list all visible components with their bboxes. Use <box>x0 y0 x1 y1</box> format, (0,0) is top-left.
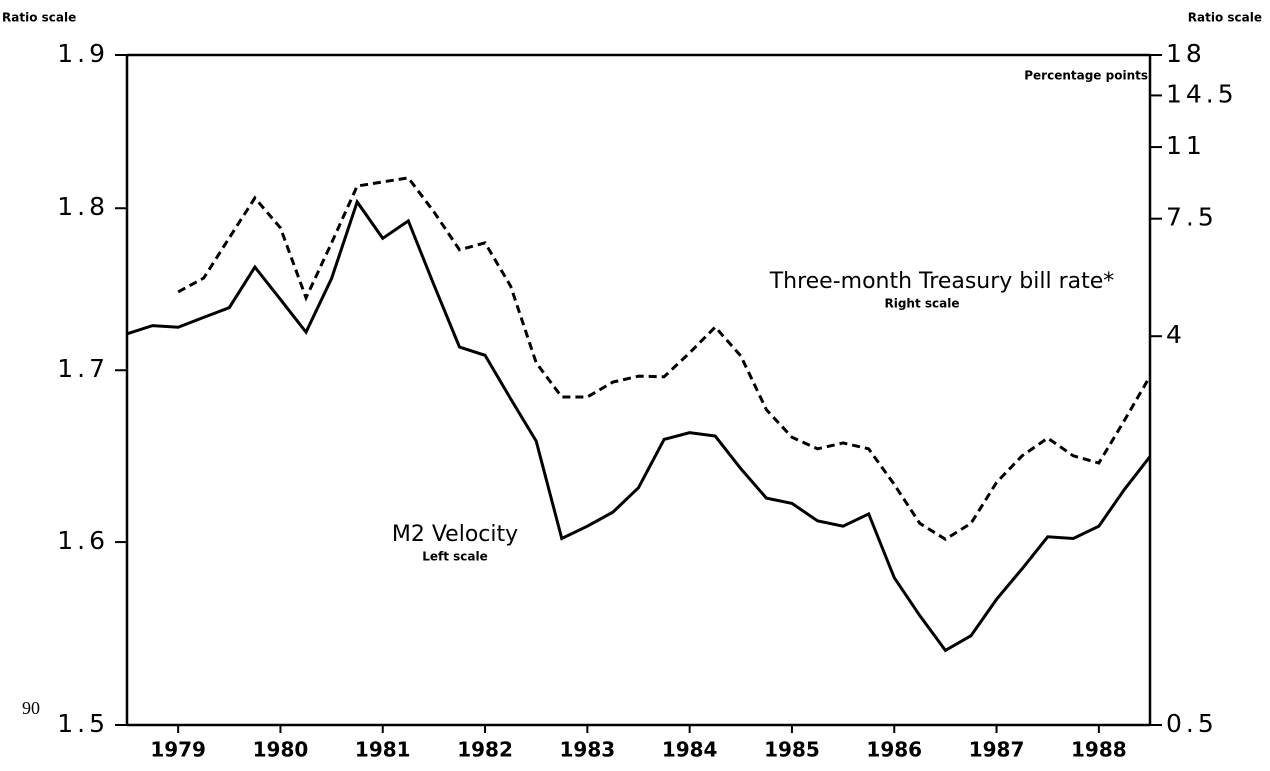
y-tick-label: 1.8 <box>57 192 109 221</box>
y2-tick-label: 18 <box>1166 39 1206 68</box>
annotation: 90 <box>22 698 40 718</box>
y-axis-label: Ratio scale <box>2 11 76 25</box>
series-line <box>177 176 1152 542</box>
x-tick-label: 1979 <box>150 738 206 762</box>
y2-tick-label: 11 <box>1166 131 1206 160</box>
x-tick-label: 1983 <box>560 738 616 762</box>
x-tick-label: 1987 <box>969 738 1025 762</box>
y-tick-label: 1.5 <box>57 709 109 738</box>
y2-axis-label: Ratio scale <box>1188 11 1262 25</box>
y2-tick-label: 4 <box>1166 320 1186 349</box>
series-line <box>126 198 1152 653</box>
x-tick-label: 1986 <box>866 738 922 762</box>
y-tick-label: 1.7 <box>57 354 109 383</box>
x-tick-label: 1985 <box>764 738 820 762</box>
x-tick-label: 1988 <box>1071 738 1127 762</box>
x-tick-label: 1980 <box>253 738 309 762</box>
series-label: M2 Velocity <box>392 522 518 547</box>
x-tick-label: 1984 <box>662 738 718 762</box>
series-sublabel: Right scale <box>884 297 959 311</box>
y2-axis-sublabel: Percentage points <box>1024 69 1148 83</box>
series-label: Three-month Treasury bill rate* <box>769 269 1115 294</box>
series-sublabel: Left scale <box>422 550 488 564</box>
y2-tick-label: 7.5 <box>1166 203 1218 232</box>
y2-tick-label: 14.5 <box>1166 79 1238 108</box>
y2-tick-label: 0.5 <box>1166 709 1218 738</box>
x-tick-label: 1982 <box>457 738 513 762</box>
y-tick-label: 1.6 <box>57 526 109 555</box>
y-tick-label: 1.9 <box>57 39 109 68</box>
x-tick-label: 1981 <box>355 738 411 762</box>
